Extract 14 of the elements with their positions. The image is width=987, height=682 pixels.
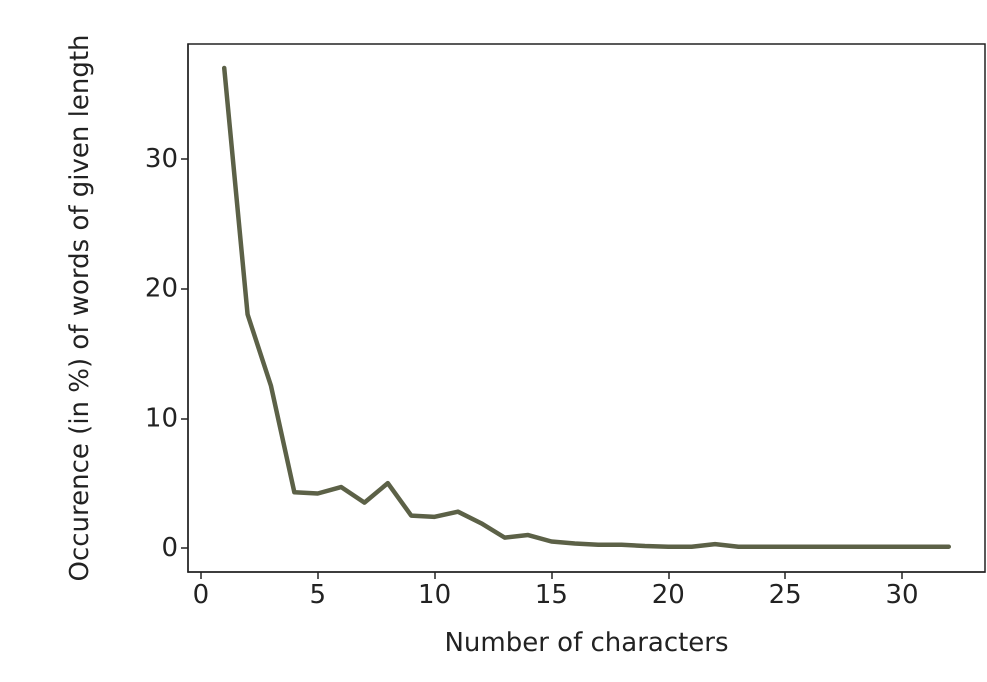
x-tick-label: 20 bbox=[652, 580, 685, 610]
x-tick-label: 10 bbox=[418, 580, 452, 610]
x-tick-label: 25 bbox=[768, 580, 802, 610]
x-tick-label: 15 bbox=[534, 580, 568, 610]
x-tick-label: 0 bbox=[192, 580, 210, 610]
x-tick-label: 5 bbox=[309, 580, 326, 610]
x-tick-label: 30 bbox=[885, 580, 919, 610]
y-tick-label: 0 bbox=[161, 533, 178, 563]
y-tick-label: 30 bbox=[144, 144, 178, 174]
y-tick-label: 20 bbox=[144, 274, 178, 304]
y-tick-label: 10 bbox=[144, 403, 178, 434]
y-axis-title: Occurence (in %) of words of given length bbox=[65, 34, 95, 582]
x-axis-title: Number of characters bbox=[444, 628, 729, 658]
line-series bbox=[222, 66, 952, 549]
